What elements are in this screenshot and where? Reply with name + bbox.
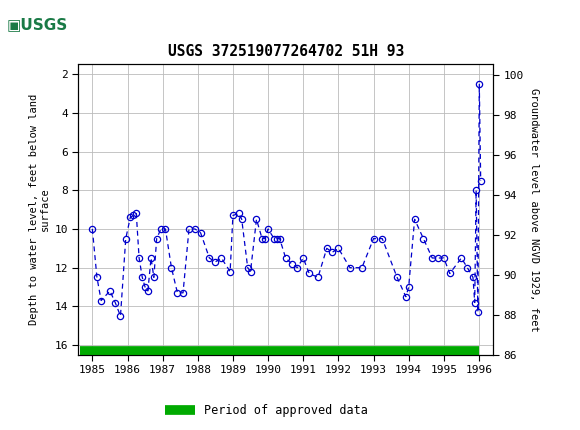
Text: ▣USGS: ▣USGS — [7, 18, 68, 33]
Bar — [5, 4, 71, 46]
Legend: Period of approved data: Period of approved data — [161, 399, 373, 422]
Y-axis label: Depth to water level, feet below land
surface: Depth to water level, feet below land su… — [28, 94, 50, 325]
Title: USGS 372519077264702 51H 93: USGS 372519077264702 51H 93 — [168, 44, 404, 59]
Y-axis label: Groundwater level above NGVD 1929, feet: Groundwater level above NGVD 1929, feet — [529, 88, 539, 332]
